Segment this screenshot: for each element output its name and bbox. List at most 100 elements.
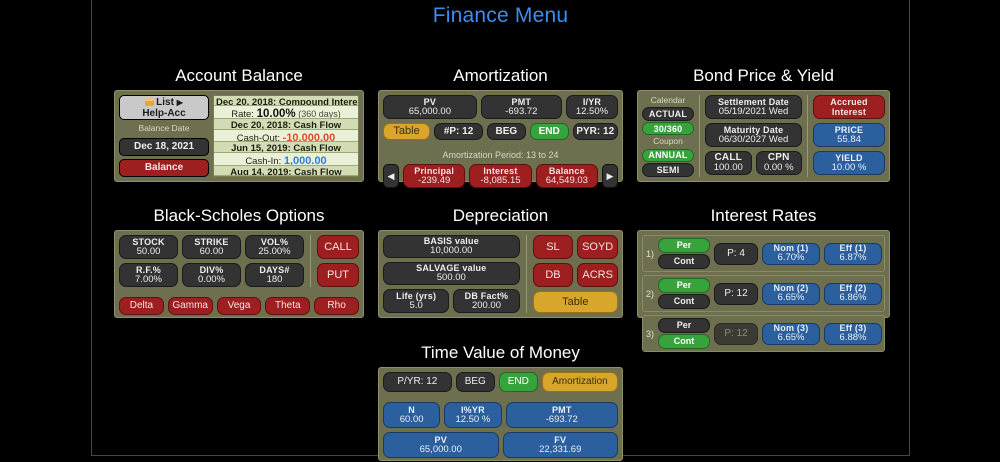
bs-delta-button[interactable]: Delta xyxy=(119,297,164,315)
bs-strike-value: 60.00 xyxy=(199,245,224,257)
ir-eff-value-3: 6.88% xyxy=(839,332,867,344)
dep-life-field[interactable]: Life (yrs) 5.0 xyxy=(383,289,450,313)
bs-rf-field[interactable]: R.F.% 7.00% xyxy=(119,263,178,287)
bond-maturity-date-field[interactable]: Maturity Date 06/30/2027 Wed xyxy=(705,123,802,147)
bs-div-field[interactable]: DIV% 0.00% xyxy=(182,263,241,287)
amort-iyr-field[interactable]: I/YR 12.50% xyxy=(565,95,618,119)
ir-nom-button-1[interactable]: Nom (1) 6.70% xyxy=(762,242,820,265)
dep-table-button[interactable]: Table xyxy=(532,291,618,313)
ir-periods-field-2[interactable]: P: 12 xyxy=(714,282,758,305)
bond-settlement-date-field[interactable]: Settlement Date 05/19/2021 Wed xyxy=(705,95,802,119)
bond-call-label: CALL xyxy=(714,152,742,164)
ir-eff-button-3[interactable]: Eff (3) 6.88% xyxy=(824,322,882,345)
bs-gamma-button[interactable]: Gamma xyxy=(167,297,213,315)
amort-balance-result[interactable]: Balance 64,549.03 xyxy=(535,164,598,188)
tvm-amortization-button[interactable]: Amortization xyxy=(541,372,618,392)
tvm-pyr-button[interactable]: P/YR: 12 xyxy=(383,372,452,392)
ir-cont-label-3: Cont xyxy=(673,336,695,347)
bs-vega-button[interactable]: Vega xyxy=(216,297,262,315)
bond-accrued-interest-button[interactable]: Accrued Interest xyxy=(813,95,885,119)
dep-acrs-button[interactable]: ACRS xyxy=(577,263,619,287)
rate-value: 10.00% xyxy=(256,108,296,120)
bs-put-button[interactable]: PUT xyxy=(317,263,359,287)
tvm-end-button[interactable]: END xyxy=(498,372,538,392)
amort-end-button[interactable]: END xyxy=(529,123,569,140)
card-bond: Bond Price & Yield Calendar ACTUAL 30/36… xyxy=(637,66,890,182)
tvm-pmt-field[interactable]: PMT -693.72 xyxy=(505,402,618,428)
bs-rho-button[interactable]: Rho xyxy=(314,297,359,315)
amort-principal-result[interactable]: Principal -239.49 xyxy=(403,164,466,188)
ir-per-label-1: Per xyxy=(676,240,692,251)
tvm-pv-value: 65,000.00 xyxy=(419,443,462,455)
dep-db-button[interactable]: DB xyxy=(532,263,574,287)
list-help-acc-button[interactable]: List ▶ Help-Acc xyxy=(119,95,209,121)
ir-nom-button-2[interactable]: Nom (2) 6.65% xyxy=(762,282,820,305)
ir-per-button-1[interactable]: Per xyxy=(658,238,710,253)
ir-eff-value-1: 6.87% xyxy=(839,252,867,264)
amort-next-button[interactable]: ▶ xyxy=(601,164,618,188)
list-item: Cash-In: 1,000.00 xyxy=(214,152,358,166)
bond-call-field[interactable]: CALL 100.00 xyxy=(705,151,752,175)
bond-coupon-annual-button[interactable]: ANNUAL xyxy=(642,148,694,163)
bond-calendar-30360-button[interactable]: 30/360 xyxy=(642,121,694,136)
bs-theta-button[interactable]: Theta xyxy=(265,297,311,315)
ir-nom-value-1: 6.70% xyxy=(777,252,805,264)
bond-price-label: PRICE xyxy=(834,124,864,135)
bs-stock-field[interactable]: STOCK 50.00 xyxy=(119,235,178,259)
bs-days-field[interactable]: DAYS# 180 xyxy=(245,263,304,287)
ir-periods-field-3: P: 12 xyxy=(714,322,758,345)
dep-basis-label: BASIS value xyxy=(423,236,479,247)
ir-nom-button-3[interactable]: Nom (3) 6.65% xyxy=(762,322,820,345)
tvm-pmt-label: PMT xyxy=(551,404,572,415)
ir-cont-button-3[interactable]: Cont xyxy=(658,334,710,349)
tvm-fv-field[interactable]: FV 22,331.69 xyxy=(502,432,618,458)
bond-cpn-field[interactable]: CPN 0.00 % xyxy=(755,151,802,175)
card-interest-rates: Interest Rates 1) Per Cont P: 4 xyxy=(637,206,890,352)
account-balance-left-column: List ▶ Help-Acc Balance Date Dec 18, 202… xyxy=(119,95,209,178)
amort-table-button[interactable]: Table xyxy=(383,123,431,140)
tvm-iyr-field[interactable]: I%YR 12.50 % xyxy=(444,402,502,428)
ir-eff-button-1[interactable]: Eff (1) 6.87% xyxy=(824,242,882,265)
amort-beg-label: BEG xyxy=(495,125,518,137)
bs-strike-field[interactable]: STRIKE 60.00 xyxy=(182,235,241,259)
tvm-n-field[interactable]: N 60.00 xyxy=(383,402,441,428)
dep-dbfact-field[interactable]: DB Fact% 200.00 xyxy=(453,289,520,313)
tvm-pv-field[interactable]: PV 65,000.00 xyxy=(383,432,499,458)
bs-vega-label: Vega xyxy=(227,300,251,312)
bs-vol-field[interactable]: VOL% 25.00% xyxy=(245,235,304,259)
dep-sl-button[interactable]: SL xyxy=(532,235,574,259)
dep-db-label: DB xyxy=(545,268,561,281)
balance-date-field[interactable]: Dec 18, 2021 xyxy=(119,137,209,156)
bs-call-button[interactable]: CALL xyxy=(317,235,359,259)
ir-cont-label-1: Cont xyxy=(673,256,695,267)
ir-eff-button-2[interactable]: Eff (2) 6.86% xyxy=(824,282,882,305)
dep-basis-field[interactable]: BASIS value 10,000.00 xyxy=(383,235,520,258)
ir-eff-label-2: Eff (2) xyxy=(839,283,867,294)
ir-per-label-2: Per xyxy=(676,280,692,291)
amort-beg-button[interactable]: BEG xyxy=(486,123,526,140)
amort-prev-button[interactable]: ◀ xyxy=(383,164,399,188)
amort-pyr-button[interactable]: PYR: 12 xyxy=(572,123,618,140)
ir-cont-button-1[interactable]: Cont xyxy=(658,254,710,269)
amort-pv-label: PV xyxy=(423,96,437,107)
amort-interest-result[interactable]: Interest -8,085.15 xyxy=(469,164,532,188)
ir-cont-button-2[interactable]: Cont xyxy=(658,294,710,309)
bs-greeks-row: Delta Gamma Vega Theta Rho xyxy=(119,297,359,315)
bs-call-label: CALL xyxy=(324,240,352,253)
dep-soyd-button[interactable]: SOYD xyxy=(577,235,619,259)
bond-coupon-semi-button[interactable]: SEMI xyxy=(642,163,694,177)
amort-periods-button[interactable]: #P: 12 xyxy=(434,123,483,140)
bond-price-button[interactable]: PRICE 55.84 xyxy=(813,123,885,147)
bond-yield-button[interactable]: YIELD 10.00 % xyxy=(813,151,885,175)
bond-calendar-actual-button[interactable]: ACTUAL xyxy=(642,107,694,121)
tvm-beg-button[interactable]: BEG xyxy=(455,372,495,392)
ir-per-button-3[interactable]: Per xyxy=(658,318,710,333)
amort-pmt-field[interactable]: PMT -693.72 xyxy=(480,95,562,119)
account-balance-list[interactable]: Dec 20, 2018: Compound Interest Rate: 10… xyxy=(213,95,359,177)
dep-salvage-field[interactable]: SALVAGE value 500.00 xyxy=(383,262,520,285)
balance-button[interactable]: Balance xyxy=(119,158,209,178)
ir-periods-field-1[interactable]: P: 4 xyxy=(714,242,758,265)
ir-per-button-2[interactable]: Per xyxy=(658,278,710,293)
bond-call-value: 100.00 xyxy=(713,162,743,174)
amort-pv-field[interactable]: PV 65,000.00 xyxy=(383,95,477,119)
